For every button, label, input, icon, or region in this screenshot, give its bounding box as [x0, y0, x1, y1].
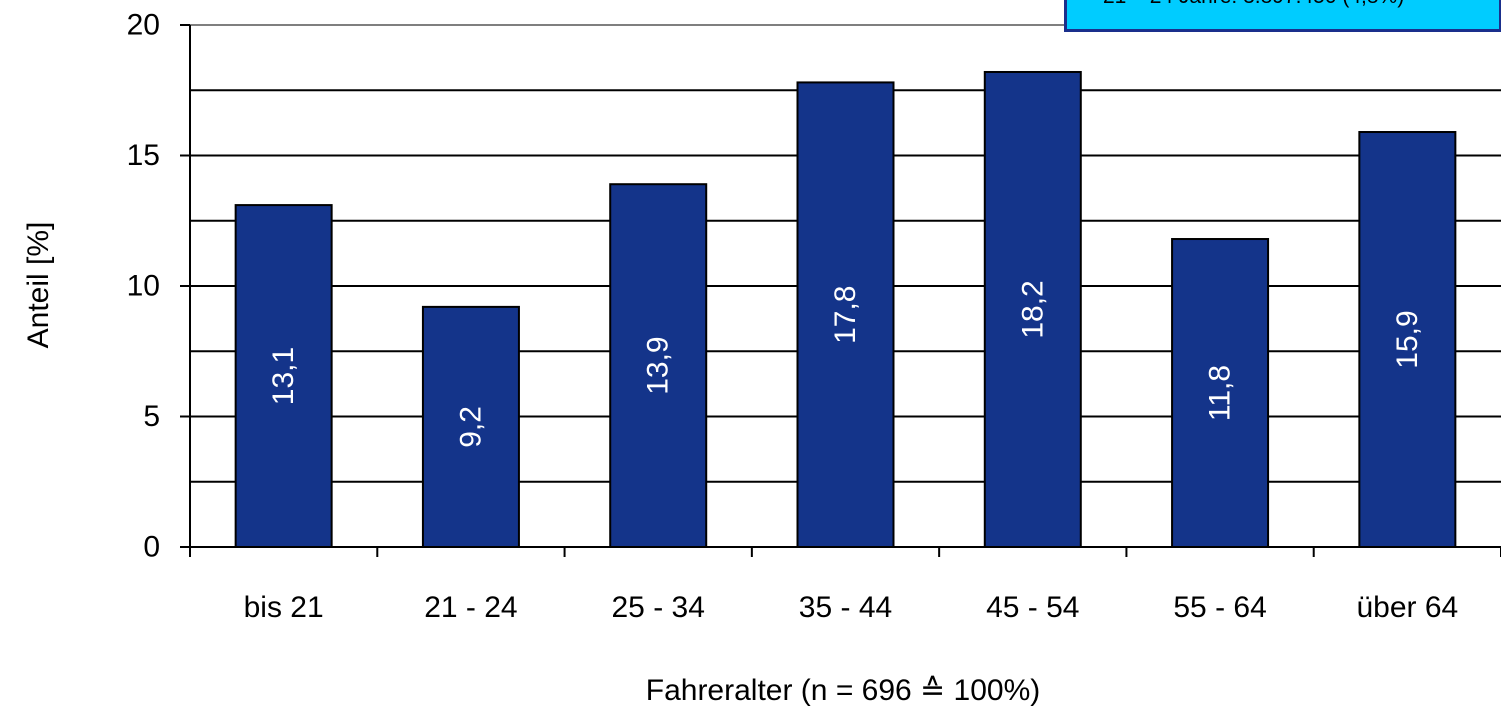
- bar: [1171, 238, 1270, 549]
- bar-value-label: 13,9: [642, 336, 675, 394]
- y-tick-label: 5: [143, 400, 160, 433]
- bar-value-label: 13,1: [267, 347, 300, 405]
- bar-value-label: 17,8: [829, 286, 862, 344]
- x-tick-label: 25 - 34: [612, 591, 705, 624]
- y-tick-labels: 0 5 10 15 20: [127, 9, 160, 564]
- x-tick-label: 35 - 44: [799, 591, 892, 624]
- x-axis-title: Fahreralter (n = 696 ≙ 100%): [646, 674, 1041, 707]
- y-tick-label: 10: [127, 270, 160, 303]
- bar: [796, 81, 895, 548]
- bar-value-label: 9,2: [454, 406, 487, 448]
- x-tick-label: bis 21: [244, 591, 324, 624]
- x-tick-labels: bis 21 21 - 24 25 - 34 35 - 44 45 - 54 55 - 6…: [244, 591, 1459, 624]
- bar: [1358, 131, 1457, 548]
- bar: [234, 204, 333, 548]
- bars: 13,1 9,2 13,9 17,8 18,2 11,8 15,9: [234, 70, 1457, 549]
- bar-value-label: 18,2: [1016, 280, 1049, 338]
- bar: [609, 183, 708, 549]
- bar-value-label: 11,8: [1204, 365, 1237, 421]
- bar-value-label: 15,9: [1391, 310, 1424, 368]
- x-tick-label: 45 - 54: [986, 591, 1079, 624]
- bar: [421, 305, 520, 548]
- x-tick-label: über 64: [1356, 591, 1458, 624]
- x-tick-label: 55 - 64: [1173, 591, 1266, 624]
- y-tick-label: 15: [127, 139, 160, 172]
- bar: [983, 70, 1082, 548]
- annotation-box: 21 – 24 Jahre: 3.897.450 (4,8%): [1064, 0, 1501, 32]
- y-axis-title: Anteil [%]: [22, 222, 55, 349]
- y-tick-label: 0: [143, 531, 160, 564]
- x-tick-label: 21 - 24: [424, 591, 517, 624]
- y-tick-label: 20: [127, 9, 160, 42]
- axes: [180, 24, 1501, 557]
